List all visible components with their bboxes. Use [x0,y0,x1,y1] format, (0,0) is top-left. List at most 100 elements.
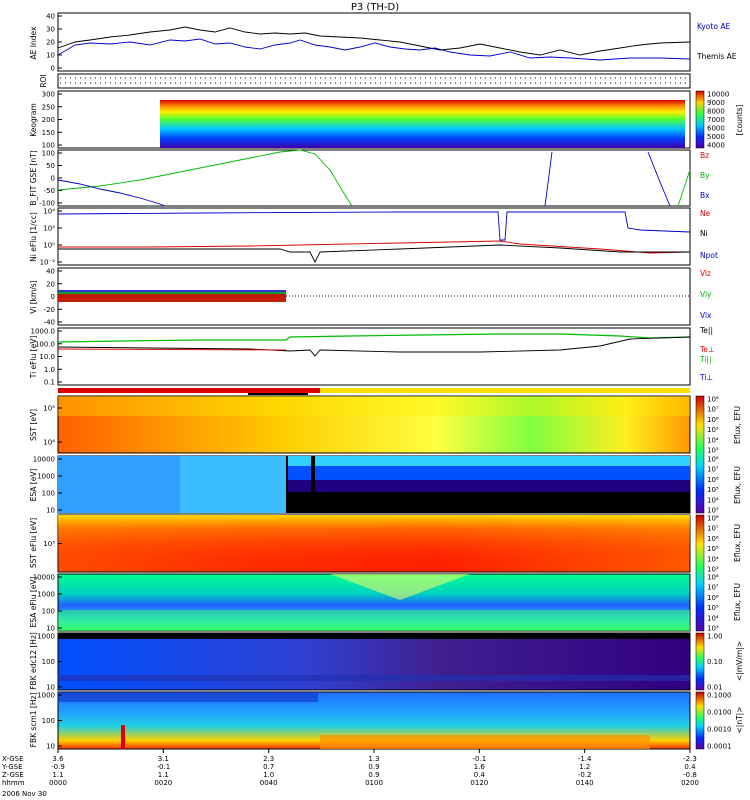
y-tick-label: 0 [51,65,55,73]
y-ticks: 10⁵ [43,540,62,548]
spectrogram-band [58,675,690,681]
y-tick-label: 300 [42,91,55,99]
y-tick-label: 10.0 [39,353,55,361]
mode-bar-burst [248,393,308,395]
colorbar-tick-label: 8000 [707,108,725,116]
x-tick-label: 1.2 [579,763,590,771]
colorbar-tick-label: 10⁸ [707,574,719,582]
colorbar-tick-label: 10⁸ [707,396,719,404]
colorbar-tick-label: 0.01 [707,684,723,692]
colorbar-tick-label: 10⁴ [707,436,719,444]
spectrogram-fast-shade [180,456,286,513]
x-tick-label: 0000 [49,779,67,787]
legend-kyoto-ae: Kyoto AE [697,22,730,31]
spectrogram-shade [58,396,690,416]
y-tick-label: -50 [44,187,55,195]
colorbar-tick-label: 1.00 [707,633,723,641]
colorbar-fbk-e [695,632,705,691]
colorbar-tick-label: 10⁵ [707,426,719,434]
legend-viz: Viz [700,269,711,278]
y-tick-label: 10⁵ [43,405,55,413]
y-label: SST eFlu [eV] [29,518,38,568]
y-tick-label: 0 [51,175,55,183]
y-tick-label: 10000 [33,574,55,582]
x-tick-label: 0.9 [368,771,379,779]
y-tick-label: 250 [42,103,55,111]
x-tick-label: 0.4 [474,771,486,779]
series-bx-2 [544,151,671,207]
legend-te-perp: Te⊥ [699,345,714,354]
y-tick-label: 200 [42,116,55,124]
panel-ae: AE Index 40 30 20 10 0 Kyoto AE Themis AE [29,12,737,73]
x-tick-label: -0.1 [156,763,170,771]
y-tick-label: 100 [42,142,55,150]
spectrogram [57,395,691,454]
y-tick-label: 1000 [37,692,55,700]
y-tick-label: 10 [46,743,55,751]
cb-label-fbk-b: <|nT|> [735,707,744,734]
y-tick-label: 30 [46,26,55,34]
y-ticks: 100 50 0 -50 -100 [39,150,62,208]
spectrogram-slow-top [288,456,690,466]
keogram-image [160,100,685,148]
x-tick-label: 0.4 [684,763,696,771]
colorbar-tick-label: 10⁷ [707,466,719,474]
legend-ti-par: Ti|| [699,355,712,364]
y-ticks: 10000 1000 100 10 [33,456,62,515]
spectrogram-feature [330,574,470,600]
y-tick-label: 1000 [37,633,55,641]
panel-ni: Ni eFlu [1/cc] 10⁴ 10² 10⁰ 10⁻² Ne Ni Npot [29,207,718,267]
y-tick-label: 100 [42,717,55,725]
cb-label-sst-i: Eflux, EFU [733,406,742,444]
spectrogram-spike [121,725,125,749]
series-npot [58,244,690,264]
spectrogram-band [320,735,650,749]
x-tick-label: 1.3 [368,755,379,763]
x-tick-label: -1.4 [578,755,592,763]
series-bx [57,179,166,207]
colorbar-tick-label: 0.1000 [707,692,732,700]
colorbar-tick-label: 10⁷ [707,584,719,592]
x-tick-label: 3.6 [52,755,64,763]
y-tick-label: 40 [46,13,55,21]
x-tick-label: -0.9 [51,763,65,771]
colorbar-tick-label: 5000 [707,133,725,141]
spectrogram-gap [311,456,315,513]
panel-bfit: B_FIT GSE [nT] 100 50 0 -50 -100 Bz By Bx [29,149,710,208]
x-tick-label: 1.6 [474,763,486,771]
y-label: AE Index [29,26,38,59]
colorbar-tick-label: 7000 [707,116,725,124]
panel-ti: Ti eFlu [eV] 1000.0100.010.01.00.1 Te|| … [29,326,714,387]
panel-frame [57,149,691,207]
y-tick-label: 100.0 [35,340,55,348]
y-tick-label: 10000 [33,456,55,464]
y-label: ROI [39,74,48,87]
y-label: FBK edc12 [Hz] [29,632,38,690]
legend-viy: Viy [700,290,712,299]
spectrogram-slow-mid [288,466,690,480]
x-tick-label: 0100 [365,779,383,787]
y-tick-label: 1.0 [44,366,55,374]
legend-ni: Ni [700,229,708,238]
colorbar-tick-label: 10⁵ [707,604,719,612]
x-tick-label: -0.8 [683,771,697,779]
colorbar-tick-label: 0.0010 [707,726,732,734]
y-tick-label: 20 [46,39,55,47]
colorbar-tick-label: 10⁷ [707,525,719,533]
x-tick-label: 0120 [470,779,488,787]
series-by-2 [677,169,691,207]
colorbar-tick-label: 0.0100 [707,709,732,717]
series-ni [58,240,691,254]
x-tick-label: 1.1 [52,771,63,779]
y-label: FBK scm1 [Hz] [29,693,38,748]
y-tick-label: 20 [46,280,55,288]
x-tick-label: 1.1 [158,771,169,779]
colorbar-tick-label: 10⁴ [707,614,719,622]
legend-themis-ae: Themis AE [696,52,737,61]
y-label: Ti eFlu [eV] [29,336,38,380]
legend-te-par: Te|| [699,326,713,335]
panel-frame [57,207,691,266]
colorbar-electrons [695,514,705,632]
